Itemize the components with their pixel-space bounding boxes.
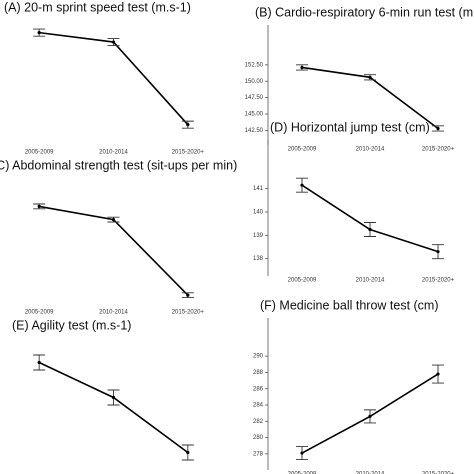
x-tick-label: 2005-2009 (288, 147, 317, 153)
point (300, 65, 304, 70)
y-tick-label: 140 (253, 210, 264, 216)
point (186, 450, 190, 455)
point (186, 123, 190, 127)
x-tick-label: 2015-2020+ (422, 147, 455, 153)
point (368, 75, 372, 79)
y-tick-label: 141 (253, 186, 264, 192)
point (368, 227, 372, 232)
y-tick-label: 278 (253, 451, 264, 457)
panel-title: (D) Horizontal jump test (cm) (270, 120, 430, 134)
x-tick-label: 2005-2009 (25, 310, 54, 316)
x-tick-label: 2005-2009 (25, 150, 54, 156)
x-tick-label: 2010-2014 (99, 150, 128, 156)
panel-title: (F) Medicine ball throw test (cm) (260, 298, 439, 312)
point (37, 204, 41, 208)
x-tick-label: 2010-2014 (356, 278, 385, 284)
y-tick-label: 282 (253, 419, 264, 425)
point (111, 395, 116, 400)
x-tick-label: 2010-2014 (99, 310, 128, 316)
x-tick-label: 2015-2020+ (422, 278, 455, 284)
point (300, 183, 304, 187)
panel-title: (E) Agility test (m.s-1) (12, 318, 131, 332)
data-line (38, 361, 189, 454)
x-tick-label: 2015-2020+ (422, 472, 455, 474)
x-tick-label: 2015-2020+ (172, 150, 205, 156)
y-tick-label: 139 (253, 233, 264, 239)
panel-title: (A) 20-m sprint speed test (m.s-1) (4, 0, 191, 14)
y-tick-label: 286 (253, 386, 264, 392)
point (436, 250, 440, 254)
panel-title: (C) Abdominal strength test (sit-ups per… (0, 158, 237, 172)
panel-title: (B) Cardio-respiratory 6-min run test (m… (255, 5, 474, 19)
point (186, 293, 190, 297)
point (300, 451, 304, 455)
y-tick-label: 288 (253, 370, 264, 376)
point (111, 40, 116, 44)
point (111, 218, 116, 222)
point (37, 31, 41, 35)
y-tick-label: 138 (253, 256, 264, 262)
y-tick-label: 142.50 (245, 128, 264, 134)
point (436, 372, 440, 376)
y-tick-label: 145.00 (245, 112, 264, 118)
data-line (39, 31, 189, 126)
point (436, 126, 440, 131)
x-tick-label: 2010-2014 (356, 472, 385, 474)
point (368, 414, 372, 418)
x-tick-label: 2015-2020+ (172, 310, 205, 316)
y-tick-label: 290 (253, 354, 264, 360)
y-tick-label: 150.00 (245, 79, 264, 85)
y-tick-label: 280 (253, 435, 264, 441)
x-tick-label: 2010-2014 (356, 147, 385, 153)
x-tick-label: 2005-2009 (288, 472, 317, 474)
x-tick-label: 2005-2009 (288, 278, 317, 284)
y-tick-label: 147.50 (245, 95, 264, 101)
y-tick-label: 152.50 (245, 62, 264, 68)
point (37, 360, 41, 365)
data-line (301, 184, 439, 253)
y-tick-label: 284 (253, 403, 264, 409)
